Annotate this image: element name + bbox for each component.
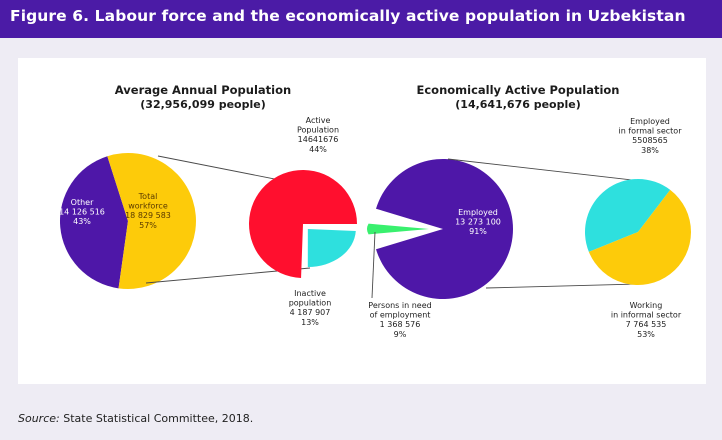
slice-informal-sector [588,189,692,285]
pointer-persons-in-need [371,231,376,299]
label-formal-sector: Employed in formal sector 5508565 38% [619,117,683,155]
slice-total-workforce [107,152,196,289]
chart3-subtitle: (14,641,676 people) [455,98,580,111]
connector-top-2 [447,158,642,182]
figure-banner: Figure 6. Labour force and the economica… [0,0,722,38]
label-informal-sector: Working in informal sector 7 764 535 53% [611,301,682,339]
source-prefix: Source: [18,412,60,425]
label-persons-in-need: Persons in need of employment 1 368 576 9% [368,301,431,339]
slice-other [59,156,128,289]
label-total-workforce: Total workforce 18 829 583 57% [125,192,171,230]
slice-active-population [248,169,357,278]
chart-panel: Average Annual Population (32,956,099 peo… [18,58,706,384]
chart1-subtitle: (32,956,099 people) [140,98,265,111]
label-inactive-population: Inactive population 4 187 907 13% [289,289,332,327]
source-note: Source: State Statistical Committee, 201… [18,412,253,425]
slice-inactive-population [307,229,356,268]
chart3-title: Economically Active Population [417,83,620,97]
slice-formal-sector [585,178,671,252]
source-text: State Statistical Committee, 2018. [59,412,254,425]
chart1-title: Average Annual Population [115,83,291,97]
label-other: Other 14 126 516 43% [59,198,105,226]
chart-canvas: Average Annual Population(32,956,099 peo… [59,83,692,339]
banner-shape [0,0,722,38]
figure-title: Figure 6. Labour force and the economica… [10,7,686,25]
connector-bottom-2 [485,283,639,289]
label-employed: Employed 13 273 100 91% [455,208,501,236]
slice-employed [376,159,514,299]
slice-persons-in-need [367,223,429,235]
label-active-population: Active Population 14641676 44% [297,116,339,154]
